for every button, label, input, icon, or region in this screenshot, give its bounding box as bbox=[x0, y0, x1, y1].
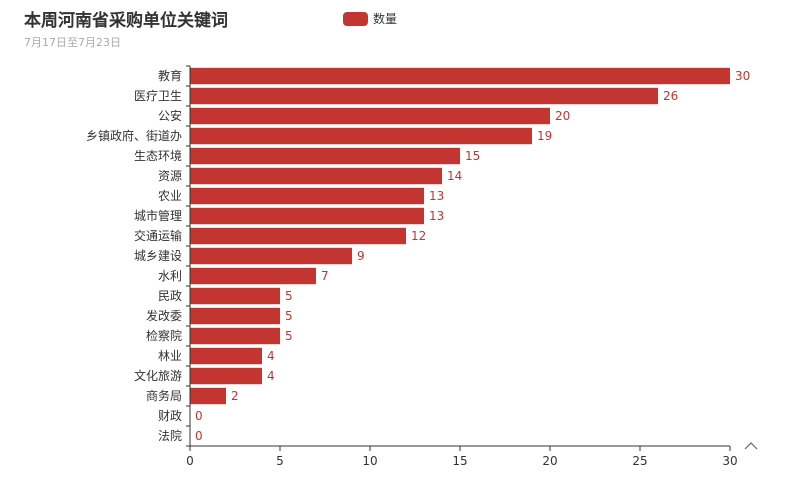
data-label: 26 bbox=[663, 89, 678, 103]
bar[interactable] bbox=[190, 347, 262, 365]
legend-swatch bbox=[343, 11, 368, 26]
y-tick-label: 公安 bbox=[158, 108, 182, 123]
y-tick-label: 文化旅游 bbox=[134, 368, 182, 383]
legend-label: 数量 bbox=[373, 12, 398, 26]
y-tick-label: 城市管理 bbox=[134, 208, 182, 223]
bar[interactable] bbox=[190, 107, 550, 125]
bar[interactable] bbox=[190, 187, 424, 205]
data-label: 0 bbox=[195, 429, 203, 443]
x-tick-label: 0 bbox=[186, 454, 194, 468]
bar[interactable] bbox=[190, 207, 424, 225]
y-tick-label: 民政 bbox=[158, 289, 182, 303]
x-tick-label: 25 bbox=[632, 454, 647, 468]
y-tick-label: 医疗卫生 bbox=[134, 89, 182, 103]
bar[interactable] bbox=[190, 367, 262, 385]
y-tick-label: 城乡建设 bbox=[134, 249, 182, 263]
data-label: 2 bbox=[231, 389, 239, 403]
y-tick-label: 林业 bbox=[158, 349, 182, 363]
y-tick-label: 检察院 bbox=[146, 328, 182, 343]
x-tick-label: 5 bbox=[276, 454, 284, 468]
data-label: 13 bbox=[429, 189, 444, 203]
caret-up-icon[interactable] bbox=[744, 442, 758, 450]
data-label: 12 bbox=[411, 229, 426, 243]
data-label: 13 bbox=[429, 209, 444, 223]
y-tick-label: 资源 bbox=[158, 169, 182, 183]
y-tick-label: 水利 bbox=[158, 269, 182, 283]
legend[interactable]: 数量 bbox=[343, 10, 397, 27]
data-label: 4 bbox=[267, 349, 275, 363]
x-tick-label: 10 bbox=[362, 454, 377, 468]
bar[interactable] bbox=[190, 227, 406, 245]
x-tick-label: 20 bbox=[542, 454, 557, 468]
data-label: 7 bbox=[321, 269, 329, 283]
bars-layer bbox=[190, 67, 730, 405]
y-tick-label: 商务局 bbox=[146, 388, 182, 403]
y-tick-label: 教育 bbox=[158, 68, 182, 83]
bar[interactable] bbox=[190, 87, 658, 105]
data-label: 19 bbox=[537, 129, 552, 143]
bar[interactable] bbox=[190, 127, 532, 145]
bar[interactable] bbox=[190, 307, 280, 325]
y-tick-label: 交通运输 bbox=[134, 228, 182, 243]
bar[interactable] bbox=[190, 387, 226, 405]
y-tick-label: 发改委 bbox=[146, 308, 182, 323]
y-tick-label: 财政 bbox=[158, 409, 182, 423]
x-tick-label: 15 bbox=[452, 454, 467, 468]
x-tick-label: 30 bbox=[722, 454, 737, 468]
bar[interactable] bbox=[190, 147, 460, 165]
data-label: 20 bbox=[555, 109, 570, 123]
axis-layer: 0 5 10 15 20 25 30 bbox=[186, 65, 738, 468]
bar[interactable] bbox=[190, 267, 316, 285]
bar[interactable] bbox=[190, 167, 442, 185]
data-label: 5 bbox=[285, 289, 293, 303]
bar[interactable] bbox=[190, 247, 352, 265]
bar[interactable] bbox=[190, 67, 730, 85]
data-label: 9 bbox=[357, 249, 365, 263]
bar[interactable] bbox=[190, 287, 280, 305]
data-label: 30 bbox=[735, 69, 750, 83]
chart-subtitle: 7月17日至7月23日 bbox=[24, 36, 121, 49]
y-tick-label: 农业 bbox=[158, 189, 182, 203]
data-label: 15 bbox=[465, 149, 480, 163]
y-tick-label: 法院 bbox=[158, 429, 182, 443]
data-label: 5 bbox=[285, 329, 293, 343]
data-label: 0 bbox=[195, 409, 203, 423]
data-label: 5 bbox=[285, 309, 293, 323]
bar[interactable] bbox=[190, 327, 280, 345]
data-label: 4 bbox=[267, 369, 275, 383]
chart-title: 本周河南省采购单位关键词 bbox=[24, 11, 228, 31]
y-tick-label: 乡镇政府、街道办 bbox=[86, 128, 182, 143]
data-label: 14 bbox=[447, 169, 462, 183]
y-tick-label: 生态环境 bbox=[134, 148, 182, 163]
